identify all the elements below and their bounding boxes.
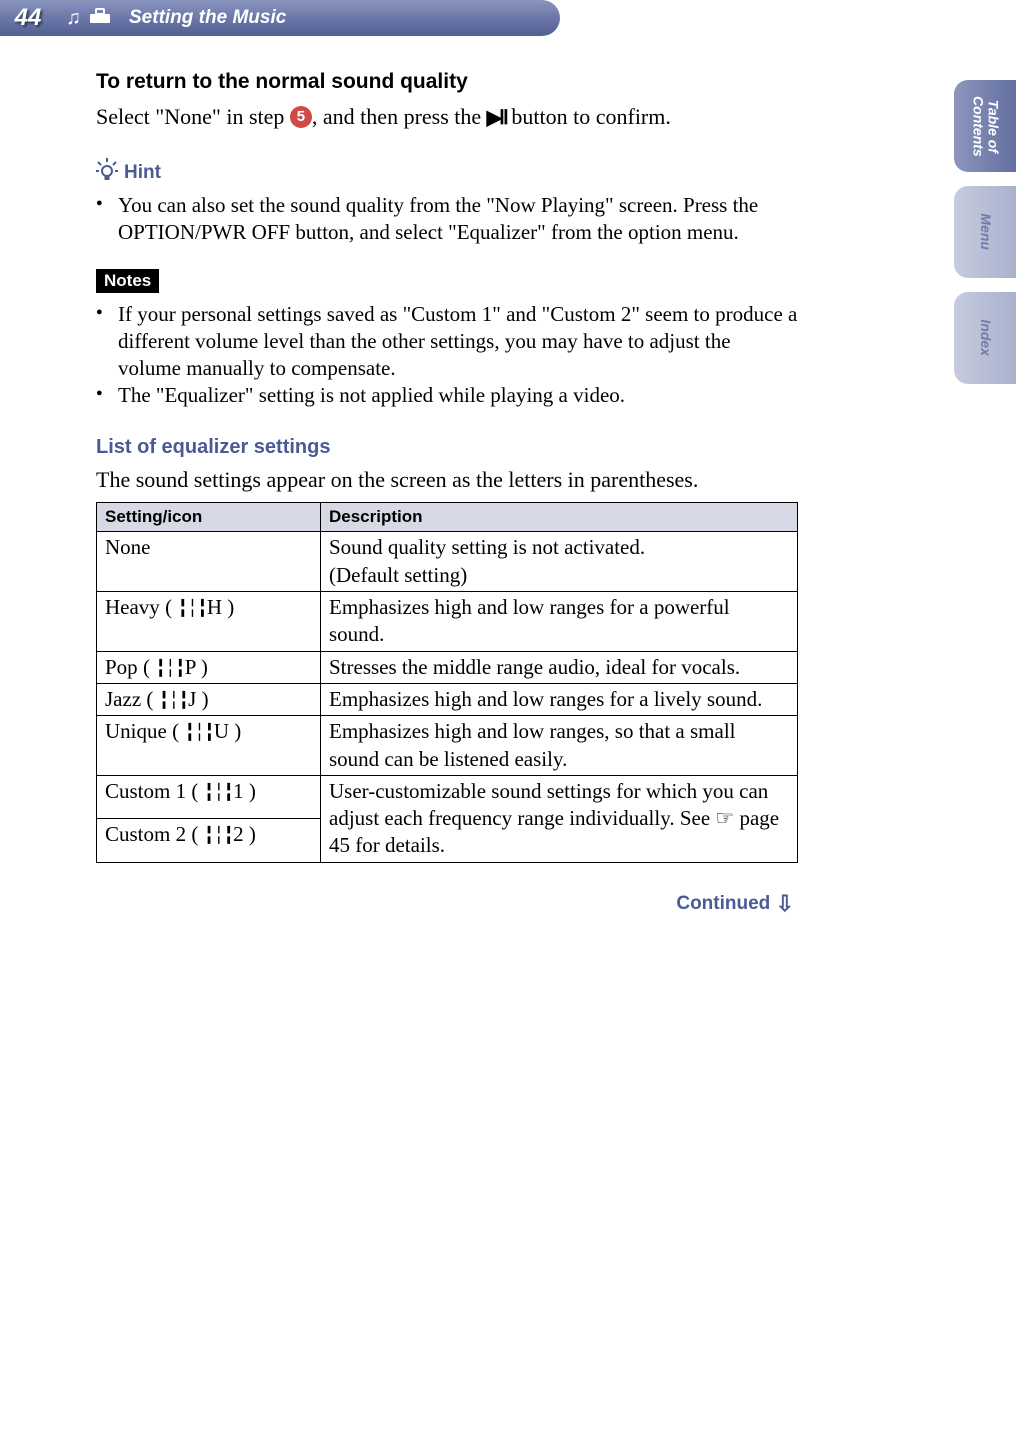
- equalizer-icon: ╏╎╏: [184, 722, 214, 743]
- equalizer-icon: ╏╎╏: [204, 825, 234, 846]
- setting-cell: Custom 2 ( ╏╎╏2 ): [97, 819, 321, 862]
- setting-name: Heavy: [105, 595, 160, 619]
- tab-index[interactable]: Index: [954, 292, 1016, 384]
- equalizer-intro: The sound settings appear on the screen …: [96, 465, 798, 495]
- setting-suffix: 2: [233, 822, 244, 846]
- table-row: Jazz ( ╏╎╏J ) Emphasizes high and low ra…: [97, 683, 798, 715]
- continued-text: Continued: [676, 893, 770, 914]
- hint-item: You can also set the sound quality from …: [96, 192, 798, 247]
- desc-cell: Emphasizes high and low ranges, so that …: [321, 716, 798, 776]
- notes-badge: Notes: [96, 269, 159, 293]
- table-row: Custom 1 ( ╏╎╏1 ) User-customizable soun…: [97, 775, 798, 818]
- page-number: 44: [15, 4, 42, 32]
- text-fragment: , and then press the: [312, 104, 487, 129]
- setting-name: Pop: [105, 655, 138, 679]
- setting-cell: Jazz ( ╏╎╏J ): [97, 683, 321, 715]
- setting-cell: Pop ( ╏╎╏P ): [97, 651, 321, 683]
- page-content: To return to the normal sound quality Se…: [0, 36, 908, 917]
- step-number-badge: 5: [290, 106, 312, 128]
- text-fragment: Select "None" in step: [96, 104, 290, 129]
- setting-name: Unique: [105, 719, 167, 743]
- setting-name: None: [105, 535, 151, 559]
- header-icons: ♫: [66, 7, 111, 30]
- music-note-icon: ♫: [66, 7, 81, 30]
- equalizer-icon: ╏╎╏: [204, 782, 234, 803]
- setting-cell: Custom 1 ( ╏╎╏1 ): [97, 775, 321, 818]
- setting-name: Custom 1: [105, 779, 186, 803]
- table-row: Unique ( ╏╎╏U ) Emphasizes high and low …: [97, 716, 798, 776]
- desc-cell: Stresses the middle range audio, ideal f…: [321, 651, 798, 683]
- notes-list: If your personal settings saved as "Cust…: [96, 301, 798, 410]
- continued-label: Continued ⇩: [96, 891, 798, 917]
- desc-cell: Emphasizes high and low ranges for a liv…: [321, 683, 798, 715]
- setting-suffix: P: [185, 655, 196, 679]
- side-tabs: Table of Contents Menu Index: [954, 80, 1016, 384]
- return-normal-text: Select "None" in step 5, and then press …: [96, 102, 798, 132]
- col-description: Description: [321, 503, 798, 532]
- equalizer-icon: ╏╎╏: [177, 598, 207, 619]
- desc-cell: Sound quality setting is not activated. …: [321, 532, 798, 592]
- notes-item: If your personal settings saved as "Cust…: [96, 301, 798, 383]
- setting-suffix: H: [207, 595, 222, 619]
- table-row: Heavy ( ╏╎╏H ) Emphasizes high and low r…: [97, 592, 798, 652]
- toolbox-icon: [89, 7, 111, 30]
- setting-suffix: 1: [233, 779, 244, 803]
- setting-suffix: U: [214, 719, 229, 743]
- table-header-row: Setting/icon Description: [97, 503, 798, 532]
- notes-item: The "Equalizer" setting is not applied w…: [96, 382, 798, 409]
- tab-table-of-contents[interactable]: Table of Contents: [954, 80, 1016, 172]
- hint-label: Hint: [124, 162, 161, 184]
- tab-label: Index: [977, 320, 992, 357]
- play-pause-icon: ▶Ⅱ: [487, 107, 506, 129]
- hint-header: Hint: [96, 158, 798, 188]
- equalizer-table: Setting/icon Description None Sound qual…: [96, 502, 798, 862]
- equalizer-icon: ╏╎╏: [155, 658, 185, 679]
- setting-cell: Heavy ( ╏╎╏H ): [97, 592, 321, 652]
- setting-name: Custom 2: [105, 822, 186, 846]
- desc-cell-merged: User-customizable sound settings for whi…: [321, 775, 798, 862]
- tab-label: Menu: [977, 214, 992, 251]
- down-arrow-icon: ⇩: [776, 891, 794, 916]
- desc-cell: Emphasizes high and low ranges for a pow…: [321, 592, 798, 652]
- setting-suffix: J: [188, 687, 196, 711]
- table-row: None Sound quality setting is not activa…: [97, 532, 798, 592]
- setting-name: Jazz: [105, 687, 141, 711]
- page-header: 44 ♫ Setting the Music: [0, 0, 1016, 36]
- setting-cell: None: [97, 532, 321, 592]
- lightbulb-icon: [96, 158, 118, 188]
- text-fragment: button to confirm.: [506, 104, 671, 129]
- equalizer-section: List of equalizer settings The sound set…: [96, 436, 798, 863]
- tab-label: Table of Contents: [970, 96, 1001, 157]
- heading-return-normal: To return to the normal sound quality: [96, 70, 798, 94]
- tab-menu[interactable]: Menu: [954, 186, 1016, 278]
- col-setting: Setting/icon: [97, 503, 321, 532]
- table-row: Pop ( ╏╎╏P ) Stresses the middle range a…: [97, 651, 798, 683]
- setting-cell: Unique ( ╏╎╏U ): [97, 716, 321, 776]
- hint-list: You can also set the sound quality from …: [96, 192, 798, 247]
- header-ribbon: 44 ♫ Setting the Music: [0, 0, 560, 36]
- section-title: Setting the Music: [129, 7, 286, 29]
- equalizer-icon: ╏╎╏: [159, 690, 189, 711]
- page-number-wrap: 44: [0, 4, 56, 32]
- heading-equalizer-list: List of equalizer settings: [96, 436, 798, 459]
